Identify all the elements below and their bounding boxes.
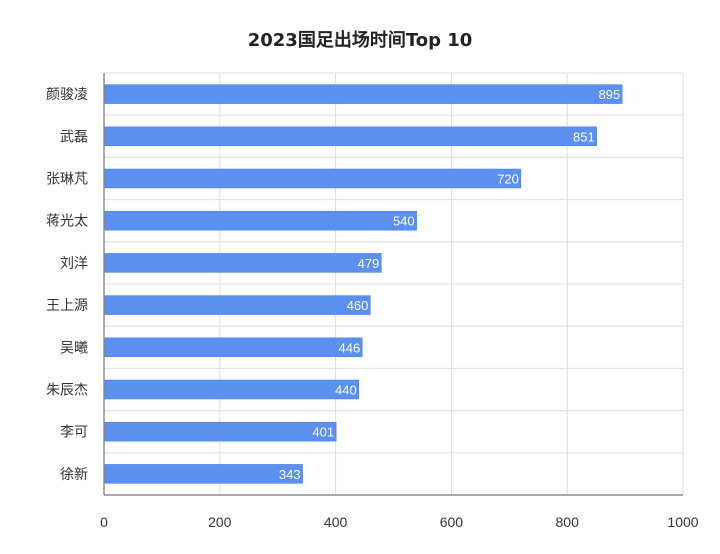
- category-label: 武磊: [60, 129, 88, 145]
- x-tick-label: 0: [100, 514, 108, 530]
- bar: [104, 295, 371, 315]
- data-label: 540: [393, 214, 415, 229]
- data-label: 720: [497, 172, 519, 187]
- category-label: 颜骏凌: [46, 87, 88, 103]
- chart-title: 2023国足出场时间Top 10: [247, 30, 473, 51]
- data-label: 851: [573, 129, 595, 144]
- data-label: 895: [599, 87, 621, 102]
- category-label: 蒋光太: [46, 214, 88, 230]
- bar: [104, 84, 623, 104]
- bar: [104, 126, 597, 147]
- bar: [104, 464, 303, 484]
- x-tick-label: 200: [208, 514, 232, 530]
- bar: [104, 168, 522, 189]
- data-label: 343: [279, 467, 301, 482]
- data-label: 401: [312, 425, 334, 440]
- x-tick-label: 400: [324, 514, 348, 530]
- bar: [104, 421, 337, 442]
- bar: [104, 210, 417, 231]
- data-label: 440: [335, 383, 357, 398]
- bar: [104, 337, 363, 358]
- category-label: 王上源: [46, 298, 88, 314]
- category-label: 张琳芃: [46, 171, 88, 188]
- data-label: 460: [347, 298, 369, 313]
- category-label: 刘洋: [60, 256, 88, 272]
- category-label: 朱辰杰: [46, 383, 88, 399]
- x-tick-label: 600: [440, 514, 464, 530]
- x-tick-label: 1000: [667, 514, 698, 530]
- category-label: 吴曦: [60, 340, 88, 356]
- bar: [104, 379, 360, 400]
- data-label: 479: [358, 256, 380, 271]
- category-label: 徐新: [60, 467, 88, 483]
- data-label: 446: [339, 340, 361, 355]
- x-tick-label: 800: [556, 514, 580, 530]
- bar: [104, 253, 382, 273]
- category-label: 李可: [60, 425, 88, 441]
